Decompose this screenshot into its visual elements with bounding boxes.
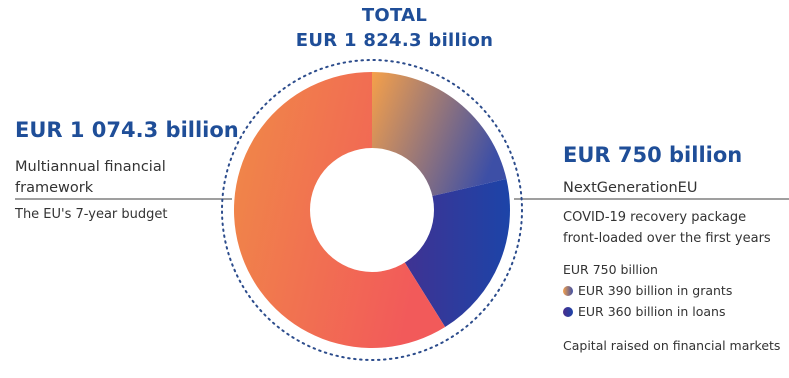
legend-loans-dot-icon <box>563 307 573 317</box>
mff-amount: EUR 1 074.3 billion <box>15 118 239 142</box>
legend-grants-label: EUR 390 billion in grants <box>578 283 733 298</box>
ngeu-name: NextGenerationEU <box>563 180 698 196</box>
ngeu-description: COVID-19 recovery package front-loaded o… <box>563 210 771 246</box>
legend-loans-label: EUR 360 billion in loans <box>578 304 726 319</box>
donut-hole <box>310 148 434 272</box>
total-label: TOTAL <box>361 5 428 26</box>
legend-item-loans: EUR 360 billion in loans <box>563 304 726 319</box>
mff-description: The EU's 7-year budget <box>15 207 168 222</box>
mff-name: Multiannual financial framework <box>15 159 166 196</box>
total-value: EUR 1 824.3 billion <box>295 30 494 51</box>
legend-item-grants: EUR 390 billion in grants <box>563 283 732 298</box>
legend-grants-dot-icon <box>563 286 573 296</box>
ngeu-note: Capital raised on financial markets <box>563 338 781 353</box>
ngeu-amount: EUR 750 billion <box>563 143 743 167</box>
ngeu-subtotal: EUR 750 billion <box>563 262 658 277</box>
dotted-outer-ring <box>221 59 523 361</box>
